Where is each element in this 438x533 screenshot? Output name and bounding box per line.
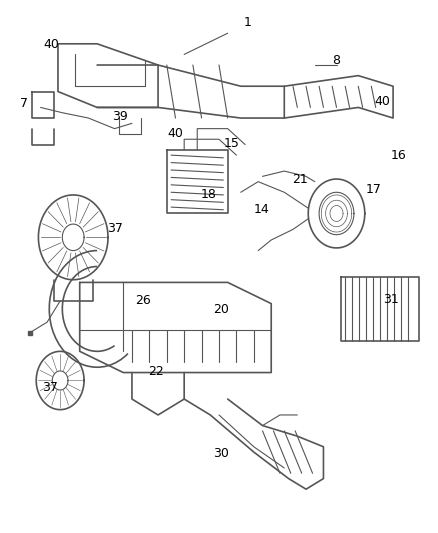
- Text: 26: 26: [135, 294, 151, 308]
- Text: 40: 40: [168, 127, 184, 140]
- Text: 16: 16: [390, 149, 406, 161]
- Text: 21: 21: [292, 173, 307, 185]
- Text: 15: 15: [223, 137, 239, 150]
- Text: 20: 20: [213, 303, 229, 317]
- Text: 30: 30: [213, 447, 229, 459]
- Text: 22: 22: [148, 365, 164, 378]
- Text: 40: 40: [374, 94, 390, 108]
- Text: 39: 39: [112, 110, 127, 124]
- Text: 18: 18: [200, 189, 216, 201]
- Text: 37: 37: [42, 381, 58, 394]
- Text: 14: 14: [254, 203, 269, 216]
- Text: 7: 7: [20, 96, 28, 110]
- Text: 17: 17: [366, 183, 381, 196]
- Text: 40: 40: [43, 38, 60, 51]
- Text: 37: 37: [107, 222, 124, 235]
- Text: 8: 8: [332, 54, 340, 67]
- Text: 31: 31: [383, 293, 399, 306]
- Text: 1: 1: [244, 16, 251, 29]
